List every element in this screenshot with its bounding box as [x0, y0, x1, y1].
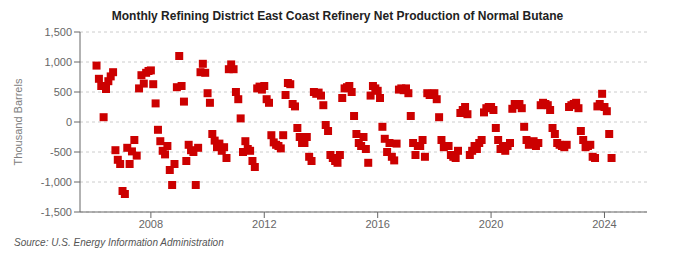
svg-text:-500: -500 — [50, 146, 72, 158]
svg-text:2024: 2024 — [592, 218, 616, 230]
svg-text:1,000: 1,000 — [44, 56, 72, 68]
svg-text:2012: 2012 — [252, 218, 276, 230]
svg-text:-1,000: -1,000 — [41, 176, 72, 188]
svg-text:2016: 2016 — [365, 218, 389, 230]
svg-text:-1,500: -1,500 — [41, 206, 72, 218]
svg-text:2020: 2020 — [479, 218, 503, 230]
svg-text:2008: 2008 — [139, 218, 163, 230]
svg-text:Thousand Barrels: Thousand Barrels — [12, 78, 24, 165]
svg-text:500: 500 — [54, 86, 72, 98]
svg-text:1,500: 1,500 — [44, 26, 72, 38]
svg-text:0: 0 — [66, 116, 72, 128]
html-text:Monthly Refining District East: Monthly Refining District East Coast Ref… — [111, 9, 564, 23]
html-text:Source: U.S. Energy Informatio: Source: U.S. Energy Information Administ… — [14, 237, 224, 248]
